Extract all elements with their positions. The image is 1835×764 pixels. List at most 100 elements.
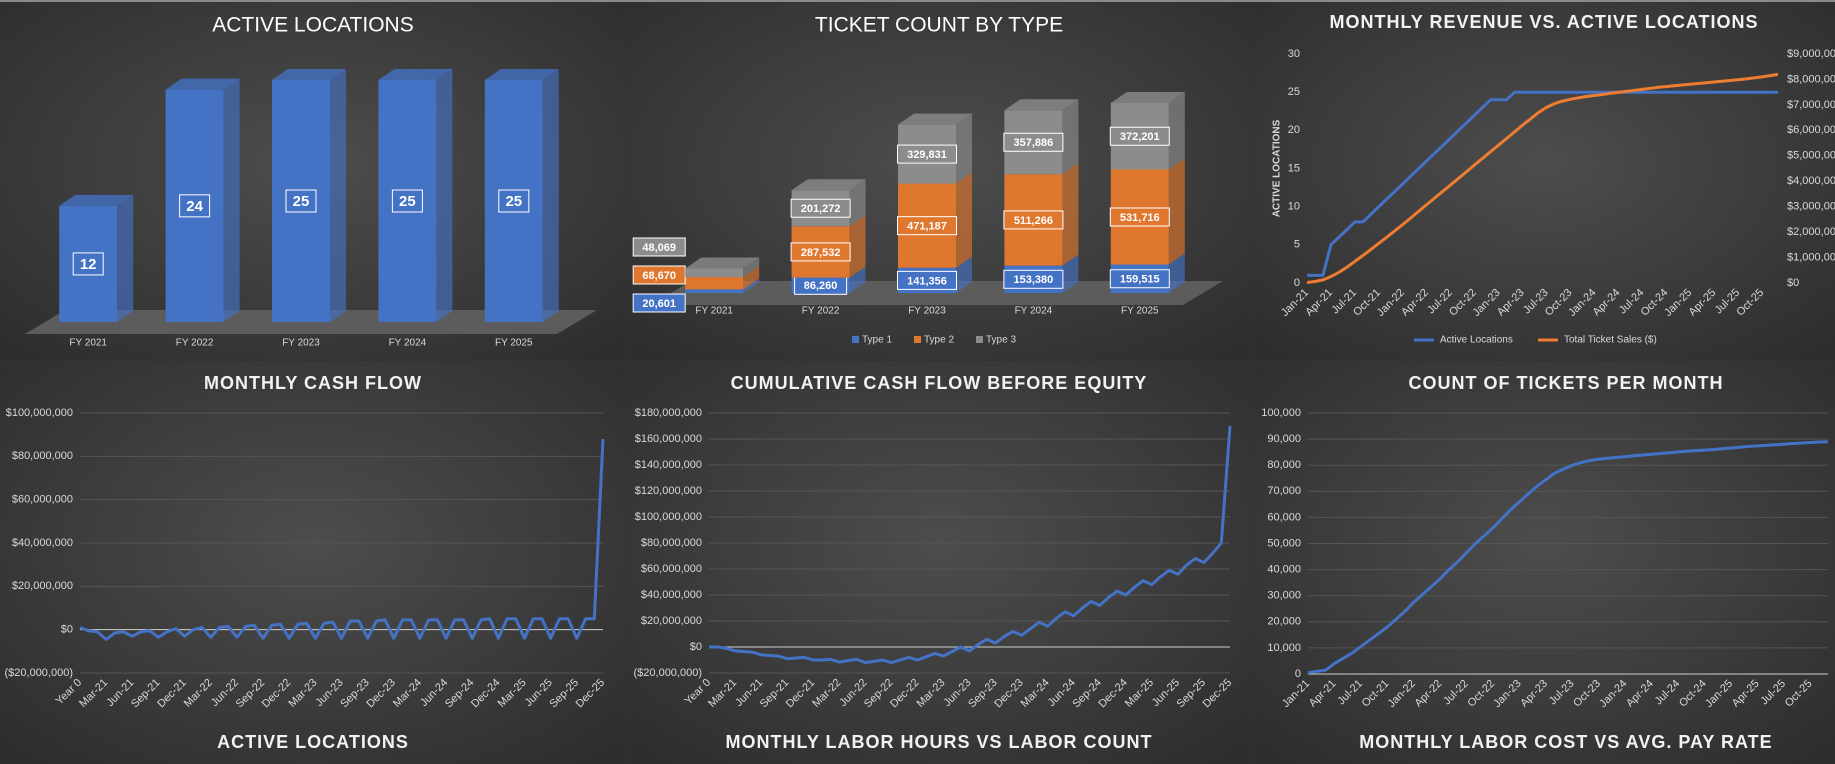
series-line <box>709 425 1232 665</box>
data-label: 511,266 <box>1014 215 1053 227</box>
legend-label: Total Ticket Sales ($) <box>1564 335 1657 346</box>
x-tick-label: FY 2022 <box>802 306 840 317</box>
y-tick-label: 80,000 <box>1267 459 1301 471</box>
bar-segment-side <box>849 266 866 293</box>
y-tick-label: 0 <box>1295 668 1301 680</box>
y2-tick-label: $7,000,000 <box>1787 99 1835 111</box>
legend-swatch <box>976 336 983 343</box>
y-tick-label: $60,000,000 <box>12 494 73 506</box>
data-label-box <box>897 216 957 236</box>
y-tick-label: $160,000,000 <box>635 433 702 445</box>
series-line <box>79 438 605 641</box>
y-tick-label: $120,000,000 <box>635 485 702 497</box>
bar-segment-top <box>685 257 760 269</box>
bar-segment <box>685 289 744 293</box>
y-tick-label: 40,000 <box>1267 564 1301 576</box>
data-label-box <box>1109 207 1170 227</box>
y-tick-label: 15 <box>1288 162 1300 174</box>
bar-top <box>272 69 346 80</box>
data-label-box <box>1003 132 1064 152</box>
chart-title: CUMULATIVE CASH FLOW BEFORE EQUITY <box>731 373 1148 393</box>
chart-title: MONTHLY LABOR HOURS VS LABOR COUNT <box>725 732 1152 752</box>
bar-segment-top <box>898 113 972 125</box>
bar-segment-side <box>1062 254 1079 293</box>
data-label: 159,515 <box>1120 274 1160 286</box>
y2-tick-label: $8,000,000 <box>1787 73 1835 85</box>
x-tick-label: FY 2023 <box>282 338 320 349</box>
y-tick-label: $100,000,000 <box>6 407 73 419</box>
data-label: 20,601 <box>642 298 676 310</box>
data-label: 287,532 <box>801 247 841 259</box>
data-label: 153,380 <box>1014 274 1054 286</box>
chart-title: ACTIVE LOCATIONS <box>217 732 409 752</box>
y-tick-label: 70,000 <box>1267 485 1301 497</box>
chart-title: ACTIVE LOCATIONS <box>212 14 413 37</box>
data-label-box <box>1003 210 1064 230</box>
series-line <box>1307 440 1829 675</box>
y-tick-label: 5 <box>1294 239 1300 251</box>
bar-side <box>223 78 240 323</box>
y-tick-label: $100,000,000 <box>635 511 702 523</box>
x-tick-label: FY 2024 <box>1015 306 1053 317</box>
bar-segment <box>685 277 744 290</box>
y-tick-label: $0 <box>690 641 702 653</box>
y-tick-label: $0 <box>61 624 73 636</box>
x-tick-label: FY 2021 <box>69 338 107 349</box>
y2-tick-label: $5,000,000 <box>1787 150 1835 162</box>
bar-segment-side <box>1168 158 1185 265</box>
bar-segment-top <box>1004 99 1079 111</box>
y2-tick-label: $2,000,000 <box>1787 226 1835 238</box>
data-label: 48,069 <box>642 242 676 254</box>
y2-tick-label: $1,000,000 <box>1787 251 1835 263</box>
legend-label: Active Locations <box>1440 335 1513 346</box>
y-tick-label: 20,000 <box>1267 616 1301 628</box>
bar-segment-side <box>1062 99 1079 175</box>
bar-segment-side <box>743 266 760 290</box>
data-label: 86,260 <box>804 280 838 292</box>
bar-top <box>378 69 453 80</box>
chart-title: MONTHLY REVENUE VS. ACTIVE LOCATIONS <box>1329 12 1758 32</box>
bar-top <box>484 69 559 80</box>
legend-label: Type 1 <box>862 335 892 346</box>
legend-label: Type 2 <box>924 335 954 346</box>
y-tick-label: 0 <box>1294 277 1300 289</box>
data-label-box <box>498 189 530 213</box>
data-label: 531,716 <box>1120 212 1160 224</box>
data-label-box <box>285 189 317 213</box>
bar-side <box>436 69 453 322</box>
y-tick-label: 20 <box>1288 124 1300 136</box>
data-label-box <box>790 198 851 218</box>
bar-side <box>117 194 134 322</box>
panel <box>627 361 1253 764</box>
data-label-box <box>72 252 104 276</box>
data-label-box <box>179 194 211 218</box>
data-label: 25 <box>293 193 310 210</box>
y-tick-label: ($20,000,000) <box>634 667 703 679</box>
bar-segment-side <box>849 215 866 278</box>
bar-segment-top <box>791 179 866 191</box>
y-tick-label: 10 <box>1288 201 1300 213</box>
y-tick-label: $40,000,000 <box>641 589 702 601</box>
chart-title: MONTHLY CASH FLOW <box>204 373 422 393</box>
y-tick-label: 50,000 <box>1267 537 1301 549</box>
bar-segment-side <box>743 278 760 293</box>
panel <box>1254 2 1835 360</box>
y2-tick-label: $9,000,000 <box>1787 48 1835 60</box>
bar-side <box>542 69 559 322</box>
data-label: 25 <box>399 193 416 210</box>
bar-segment-side <box>1168 253 1185 293</box>
data-label: 24 <box>186 198 203 215</box>
y2-tick-label: $6,000,000 <box>1787 124 1835 136</box>
y-axis-label: ACTIVE LOCATIONS <box>1272 119 1283 217</box>
bar-segment-side <box>956 256 972 293</box>
bar-segment-top <box>1110 92 1185 103</box>
data-label: 141,356 <box>907 275 947 287</box>
data-label: 25 <box>505 193 522 210</box>
data-label: 201,272 <box>801 203 841 215</box>
y-tick-label: 10,000 <box>1267 642 1301 654</box>
y-tick-label: $20,000,000 <box>641 615 702 627</box>
y-tick-label: $140,000,000 <box>635 459 702 471</box>
x-tick-label: FY 2025 <box>1121 306 1159 317</box>
data-label: 357,886 <box>1014 137 1054 149</box>
